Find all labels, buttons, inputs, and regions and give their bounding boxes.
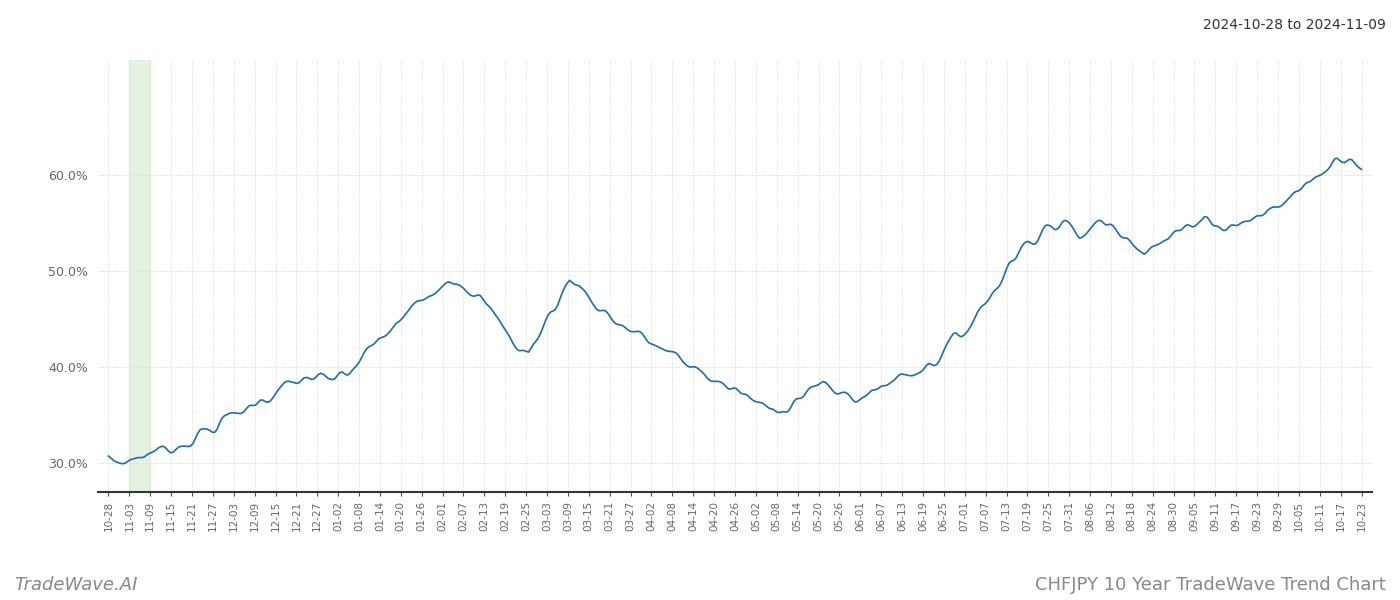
Bar — [129, 60, 150, 492]
Text: TradeWave.AI: TradeWave.AI — [14, 576, 137, 594]
Text: 2024-10-28 to 2024-11-09: 2024-10-28 to 2024-11-09 — [1203, 18, 1386, 32]
Text: CHFJPY 10 Year TradeWave Trend Chart: CHFJPY 10 Year TradeWave Trend Chart — [1035, 576, 1386, 594]
